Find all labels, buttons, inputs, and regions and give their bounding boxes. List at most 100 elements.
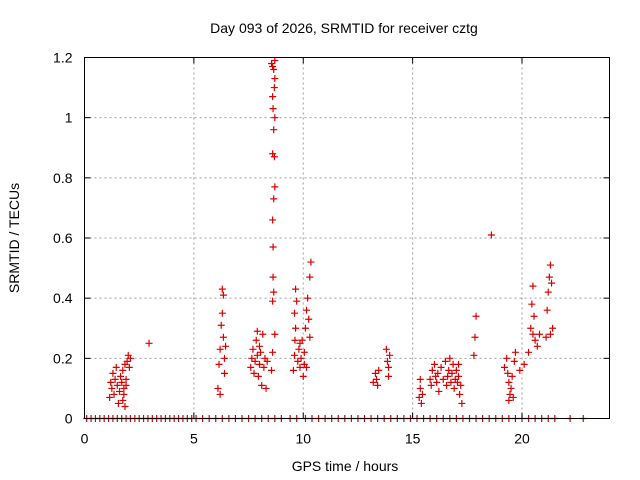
data-point-marker — [271, 183, 279, 191]
data-point-marker — [531, 336, 539, 344]
data-point-marker — [487, 231, 495, 239]
data-point-marker — [426, 375, 434, 383]
x-axis-label: GPS time / hours — [292, 458, 399, 474]
data-point-marker — [260, 363, 268, 371]
data-point-marker — [371, 369, 379, 377]
data-point-marker — [448, 369, 456, 377]
x-axis-tick-labels: 0 5 10 15 20 — [81, 431, 530, 447]
data-point-marker — [375, 366, 383, 374]
data-point-marker — [508, 372, 516, 380]
data-point-marker — [529, 282, 537, 290]
data-point-marker — [382, 345, 390, 353]
data-point-marker — [520, 360, 528, 368]
data-point-marker — [214, 384, 222, 392]
data-point-marker — [509, 393, 517, 401]
data-point-marker — [546, 261, 554, 269]
data-point-marker — [305, 315, 313, 323]
axis-ticks — [84, 57, 610, 419]
data-point-marker — [271, 114, 279, 122]
data-point-marker — [113, 381, 121, 389]
data-point-marker — [289, 366, 297, 374]
data-point-marker — [112, 363, 120, 371]
data-point-marker — [111, 375, 119, 383]
data-point-marker — [263, 357, 271, 365]
y-tick-label: 0.4 — [53, 290, 73, 306]
data-point-marker — [444, 372, 452, 380]
data-point-marker — [257, 348, 265, 356]
data-point-marker — [106, 393, 114, 401]
data-point-marker — [270, 84, 278, 92]
data-point-marker — [428, 366, 436, 374]
data-point-marker — [417, 399, 425, 407]
data-point-marker — [271, 330, 279, 338]
data-point-marker — [117, 372, 125, 380]
data-point-marker — [303, 306, 311, 314]
data-point-marker — [294, 357, 302, 365]
data-point-marker — [457, 381, 465, 389]
data-point-marker — [249, 345, 257, 353]
y-tick-label: 0.8 — [53, 170, 73, 186]
data-point-marker — [215, 360, 223, 368]
data-point-marker — [292, 285, 300, 293]
data-point-marker — [291, 351, 298, 359]
data-point-marker — [447, 378, 455, 386]
data-point-marker — [471, 333, 479, 341]
data-point-marker — [453, 378, 461, 386]
data-point-marker — [271, 57, 279, 65]
y-tick-label: 1.2 — [53, 50, 73, 66]
data-point-marker — [270, 126, 278, 134]
data-point-marker — [216, 345, 224, 353]
data-point-marker — [455, 372, 463, 380]
data-point-marker — [269, 348, 277, 356]
data-point-marker — [269, 297, 277, 305]
data-point-marker — [123, 357, 131, 365]
data-point-marker — [247, 363, 255, 371]
data-point-marker — [269, 63, 277, 71]
x-tick-label: 0 — [81, 431, 89, 447]
data-point-marker — [374, 381, 382, 389]
data-point-marker — [511, 348, 519, 356]
data-point-marker — [546, 330, 554, 338]
data-point-marker — [373, 375, 381, 383]
data-point-marker — [145, 339, 153, 347]
data-point-marker — [222, 342, 230, 350]
y-axis-label: SRMTID / TECUs — [6, 183, 22, 293]
data-point-marker — [507, 384, 515, 392]
data-point-marker — [455, 360, 463, 368]
data-point-marker — [291, 336, 299, 344]
y-tick-label: 0.6 — [53, 230, 73, 246]
data-point-marker — [118, 378, 126, 386]
data-point-marker — [533, 342, 541, 350]
data-point-marker — [306, 333, 314, 341]
data-point-marker — [119, 396, 127, 404]
data-point-marker — [433, 378, 441, 386]
data-point-marker — [253, 351, 261, 359]
y-tick-label: 0.2 — [53, 350, 73, 366]
data-point-marker — [268, 60, 276, 68]
data-point-marker — [295, 345, 303, 353]
data-point-marker — [542, 333, 550, 341]
data-point-marker — [456, 390, 464, 398]
data-point-marker — [125, 363, 133, 371]
x-tick-label: 5 — [190, 431, 198, 447]
data-point-marker — [253, 327, 261, 335]
data-point-marker — [472, 312, 480, 320]
data-point-marker — [435, 387, 443, 395]
data-point-marker — [269, 243, 277, 251]
data-point-marker — [270, 66, 278, 74]
data-point-marker — [122, 375, 130, 383]
data-points — [83, 57, 587, 422]
data-point-marker — [121, 402, 129, 410]
data-point-marker — [252, 336, 260, 344]
data-point-marker — [548, 279, 556, 287]
data-point-marker — [269, 93, 277, 101]
data-point-marker — [108, 384, 116, 392]
data-point-marker — [525, 348, 533, 356]
data-point-marker — [443, 381, 451, 389]
data-point-marker — [122, 381, 130, 389]
data-point-marker — [530, 312, 538, 320]
data-point-marker — [544, 288, 552, 296]
data-point-marker — [297, 354, 305, 362]
data-point-marker — [270, 288, 278, 296]
